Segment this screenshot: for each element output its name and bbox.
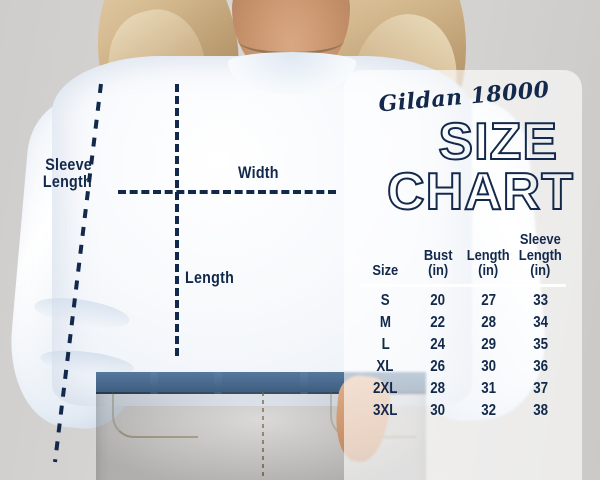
- cell-size: 2XL: [373, 379, 398, 397]
- cell-size: 3XL: [373, 401, 398, 419]
- cell-size: M: [379, 313, 391, 331]
- cell-size: L: [381, 335, 390, 353]
- cell-bust: 28: [430, 379, 446, 397]
- jeans-fly-seam: [262, 392, 264, 480]
- column-header-sleeve-length: Sleeve Length (in): [519, 231, 563, 280]
- cell-bust: 22: [430, 313, 446, 331]
- cell-sleeve-length: 35: [533, 335, 549, 353]
- cell-sleeve-length: 38: [533, 401, 549, 419]
- size-chart-panel: Gildan 18000 SIZE CHART Size Bust (in): [344, 70, 582, 480]
- table-row: 2XL 28 31 37: [358, 378, 568, 400]
- table-header: Size Bust (in) Length (in) Sleeve Leng: [358, 232, 568, 290]
- table-divider-cell: [358, 283, 568, 290]
- table-row: M 22 28 34: [358, 312, 568, 334]
- cell-sleeve-length: 34: [533, 313, 549, 331]
- cell-size: S: [380, 291, 390, 309]
- belt-loop: [150, 372, 158, 394]
- cell-bust: 24: [430, 335, 446, 353]
- cell-length: 32: [480, 401, 496, 419]
- column-header-size: Size: [372, 262, 399, 280]
- table-divider-row: [358, 283, 568, 290]
- cell-bust: 30: [430, 401, 446, 419]
- table-row: L 24 29 35: [358, 334, 568, 356]
- size-chart-table: Size Bust (in) Length (in) Sleeve Leng: [358, 232, 568, 422]
- cell-sleeve-length: 36: [533, 357, 549, 375]
- belt-loop: [214, 372, 222, 394]
- table-body: S 20 27 33 M 22 28 34 L 24 29 35 XL 26 30 36 2XL 28 31 37 3X…: [358, 290, 568, 422]
- cell-bust: 20: [430, 291, 446, 309]
- title-size: SIZE: [437, 112, 558, 172]
- cell-length: 29: [480, 335, 496, 353]
- column-header-length: Length (in): [466, 246, 510, 280]
- cell-length: 30: [480, 357, 496, 375]
- cell-length: 28: [480, 313, 496, 331]
- cell-length: 27: [480, 291, 496, 309]
- cell-length: 31: [480, 379, 496, 397]
- cell-bust: 26: [430, 357, 446, 375]
- column-header-bust: Bust (in): [423, 246, 453, 280]
- table-header-row: Size Bust (in) Length (in) Sleeve Leng: [358, 232, 568, 283]
- table-divider: [360, 283, 566, 287]
- necklace: [238, 26, 344, 55]
- jeans-pocket-left: [112, 392, 198, 438]
- cell-sleeve-length: 33: [533, 291, 549, 309]
- table-row: 3XL 30 32 38: [358, 400, 568, 422]
- cell-sleeve-length: 37: [533, 379, 549, 397]
- title-chart: CHART: [386, 162, 574, 222]
- table-row: S 20 27 33: [358, 290, 568, 312]
- table-row: XL 26 30 36: [358, 356, 568, 378]
- cell-size: XL: [376, 357, 394, 375]
- belt-loop: [300, 372, 308, 394]
